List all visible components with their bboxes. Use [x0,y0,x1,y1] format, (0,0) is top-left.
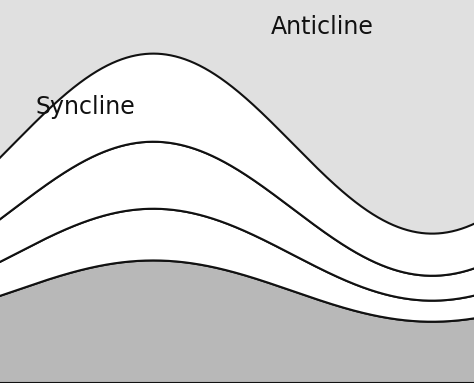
Polygon shape [0,260,474,383]
Polygon shape [0,209,474,322]
Text: Syncline: Syncline [36,95,135,119]
Text: Anticline: Anticline [271,15,374,39]
Polygon shape [0,0,474,234]
Polygon shape [0,54,474,276]
Polygon shape [0,142,474,301]
